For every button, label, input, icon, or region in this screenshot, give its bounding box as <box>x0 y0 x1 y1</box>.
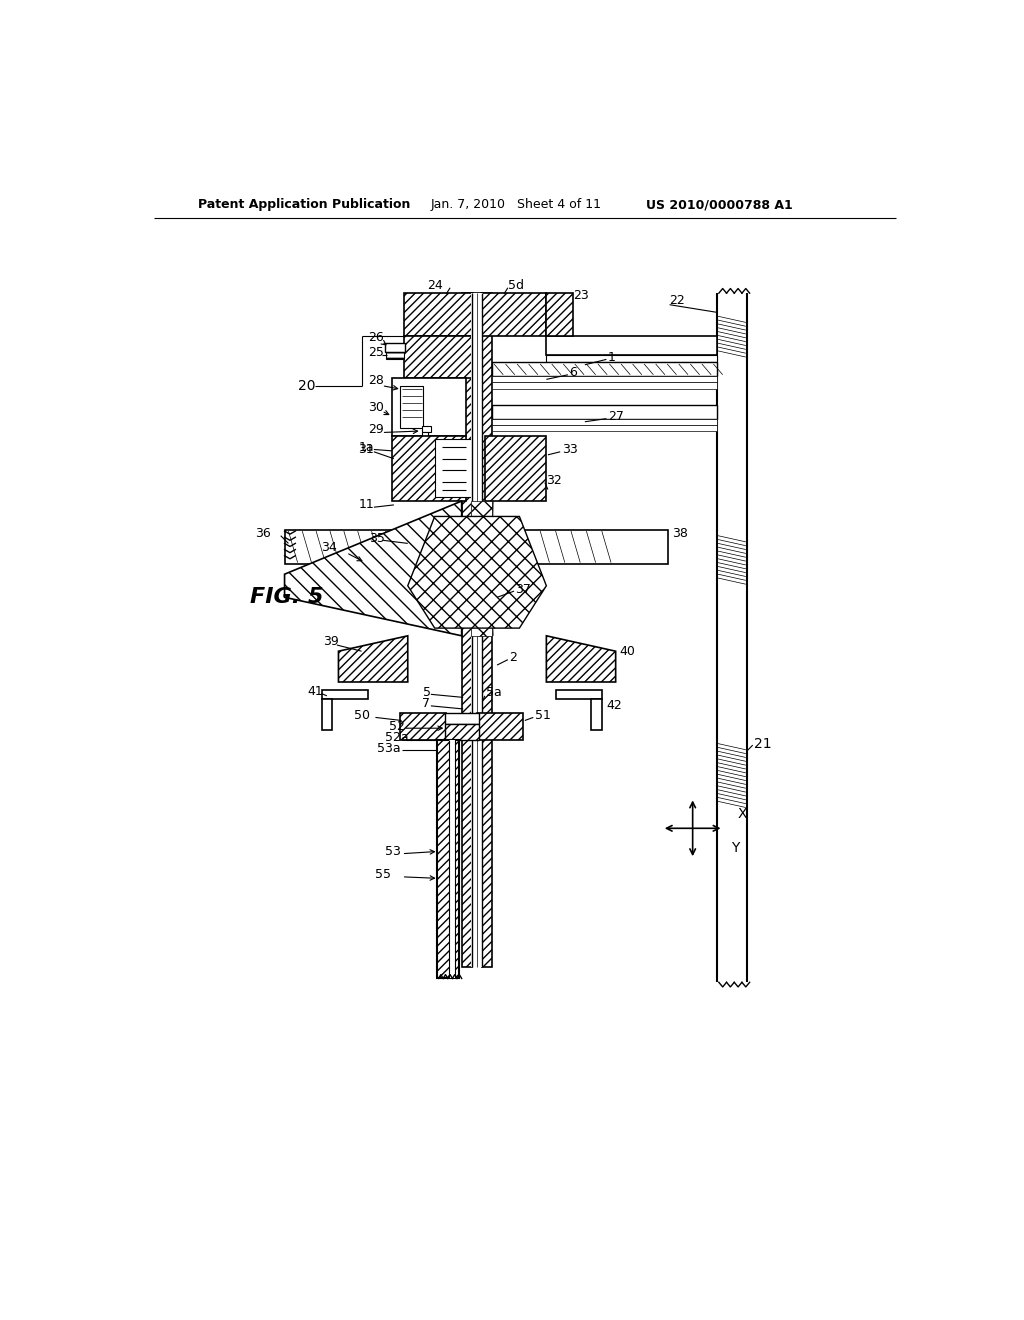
Text: 5d: 5d <box>508 279 523 292</box>
Bar <box>472 293 482 335</box>
Bar <box>322 689 368 700</box>
Text: 37: 37 <box>515 583 531 597</box>
Text: 41: 41 <box>307 685 324 698</box>
Bar <box>477 713 523 739</box>
Bar <box>403 293 473 335</box>
Text: 39: 39 <box>323 635 339 648</box>
Bar <box>481 293 493 966</box>
Bar <box>444 725 479 739</box>
Text: 23: 23 <box>573 289 589 302</box>
Text: Y: Y <box>731 841 739 854</box>
Bar <box>493 418 717 425</box>
Bar <box>322 700 333 730</box>
Bar <box>400 385 423 428</box>
Bar <box>471 293 483 966</box>
Text: 20: 20 <box>298 379 316 392</box>
Text: 53a: 53a <box>377 742 400 755</box>
Bar <box>490 529 668 564</box>
Text: 33: 33 <box>562 444 578 455</box>
Bar <box>493 425 717 430</box>
Text: FIG. 5: FIG. 5 <box>250 587 324 607</box>
Text: US 2010/0000788 A1: US 2010/0000788 A1 <box>646 198 794 211</box>
Bar <box>403 335 473 378</box>
Text: 2: 2 <box>509 651 517 664</box>
Polygon shape <box>339 636 408 682</box>
Polygon shape <box>547 636 615 682</box>
Text: 53: 53 <box>385 845 400 858</box>
Text: 31: 31 <box>358 444 374 455</box>
Bar <box>392 436 466 502</box>
Text: 25: 25 <box>368 346 384 359</box>
Text: 52a: 52a <box>385 731 409 744</box>
Text: 5: 5 <box>423 685 431 698</box>
Text: 21: 21 <box>755 737 772 751</box>
Text: 26: 26 <box>368 330 383 343</box>
Bar <box>493 383 717 388</box>
Polygon shape <box>285 502 462 636</box>
Bar <box>547 355 717 363</box>
Text: 52: 52 <box>389 721 406 733</box>
Text: 22: 22 <box>670 294 685 308</box>
Text: 50: 50 <box>354 709 370 722</box>
Bar <box>449 739 455 978</box>
Text: 1a: 1a <box>358 441 374 454</box>
Text: 24: 24 <box>427 279 442 292</box>
Bar <box>484 436 547 502</box>
Bar <box>422 432 428 436</box>
Bar <box>435 440 473 498</box>
Bar <box>471 502 493 636</box>
Text: 7: 7 <box>422 697 430 710</box>
Polygon shape <box>408 516 547 628</box>
Bar <box>547 293 573 335</box>
Bar <box>547 335 717 355</box>
Text: X: X <box>737 808 746 821</box>
Text: 32: 32 <box>547 474 562 487</box>
Text: 51: 51 <box>535 709 551 722</box>
Text: 6: 6 <box>569 366 578 379</box>
Bar <box>493 405 717 418</box>
Bar <box>462 293 472 966</box>
Text: 42: 42 <box>606 698 623 711</box>
Bar <box>493 363 717 376</box>
Bar <box>556 689 602 700</box>
Text: 35: 35 <box>370 532 385 545</box>
Bar <box>285 529 463 564</box>
Text: 40: 40 <box>620 644 635 657</box>
Bar <box>385 343 406 352</box>
Text: Patent Application Publication: Patent Application Publication <box>199 198 411 211</box>
Bar <box>444 713 479 725</box>
Bar <box>437 739 459 978</box>
Bar <box>493 376 717 383</box>
Text: 28: 28 <box>368 374 384 387</box>
Text: 30: 30 <box>368 400 384 413</box>
Bar <box>400 713 446 739</box>
Text: 36: 36 <box>255 527 270 540</box>
Bar <box>591 700 602 730</box>
Text: 5a: 5a <box>486 685 502 698</box>
Text: 27: 27 <box>608 409 624 422</box>
Text: 11: 11 <box>358 499 374 511</box>
Text: 38: 38 <box>672 527 688 540</box>
Text: 55: 55 <box>376 869 391 880</box>
Bar <box>392 378 466 436</box>
Text: Jan. 7, 2010   Sheet 4 of 11: Jan. 7, 2010 Sheet 4 of 11 <box>431 198 602 211</box>
Bar <box>481 293 547 335</box>
Bar <box>422 426 431 432</box>
Text: 1: 1 <box>608 351 615 363</box>
Text: 34: 34 <box>322 541 337 554</box>
Bar <box>386 352 403 359</box>
Text: 29: 29 <box>368 422 383 436</box>
Polygon shape <box>490 502 493 636</box>
